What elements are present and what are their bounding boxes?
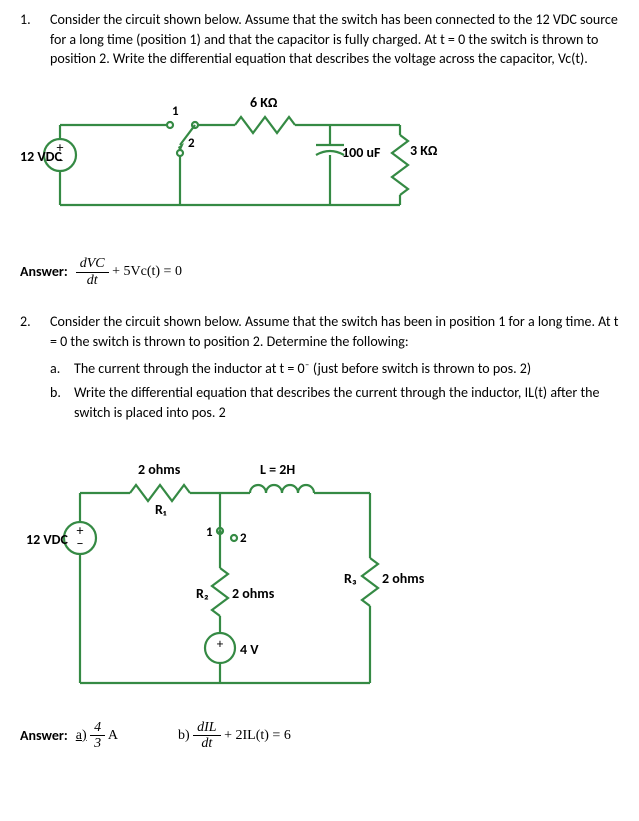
q2-text: Consider the circuit shown below. Assume… xyxy=(50,312,619,351)
svg-text:6 KΩ: 6 KΩ xyxy=(250,94,278,111)
q1-answer: Answer: dVC dt + 5Vc(t) = 0 xyxy=(20,256,619,288)
q2-sub-b: b. Write the differential equation that … xyxy=(50,383,619,422)
svg-text:L = 2H: L = 2H xyxy=(260,461,295,478)
question-1: 1. Consider the circuit shown below. Ass… xyxy=(20,10,619,69)
q2-answer-b: b) dIL dt + 2IL(t) = 6 xyxy=(178,720,291,752)
q2-answer-a: a) 4 3 A xyxy=(76,720,118,752)
q1-text: Consider the circuit shown below. Assume… xyxy=(50,10,619,69)
q1-answer-eq: dVC dt + 5Vc(t) = 0 xyxy=(76,256,182,288)
q2-answer: Answer: a) 4 3 A b) dIL dt + 2IL(t) = 6 xyxy=(20,720,619,752)
svg-text:R₂: R₂ xyxy=(196,585,209,602)
svg-text:1: 1 xyxy=(172,104,179,119)
svg-text:3 KΩ: 3 KΩ xyxy=(410,142,438,159)
svg-text:100 uF: 100 uF xyxy=(342,144,381,161)
svg-text:4 V: 4 V xyxy=(240,641,259,658)
q2-number: 2. xyxy=(20,312,50,351)
svg-text:2 ohms: 2 ohms xyxy=(382,570,425,587)
svg-text:−: − xyxy=(77,535,84,552)
answer-label: Answer: xyxy=(20,726,68,746)
svg-text:12 VDC: 12 VDC xyxy=(20,148,62,165)
q1-circuit: + − 12 VDC 1 2 6 KΩ 100 uF 3 KΩ xyxy=(20,85,619,241)
svg-text:2 ohms: 2 ohms xyxy=(138,461,181,478)
svg-text:2 ohms: 2 ohms xyxy=(232,585,275,602)
svg-text:R₃: R₃ xyxy=(344,570,357,587)
q2-sub-a: a. The current through the inductor at t… xyxy=(50,359,619,379)
svg-text:+: + xyxy=(217,637,224,652)
answer-label: Answer: xyxy=(20,262,68,282)
question-2: 2. Consider the circuit shown below. Ass… xyxy=(20,312,619,351)
q2-circuit: + − 12 VDC 2 ohms R₁ L = 2H 1 2 R₂ 2 ohm… xyxy=(20,438,619,704)
svg-text:1: 1 xyxy=(206,525,213,540)
q1-number: 1. xyxy=(20,10,50,69)
svg-text:12 VDC: 12 VDC xyxy=(26,531,68,548)
svg-text:R₁: R₁ xyxy=(155,501,167,518)
svg-text:2: 2 xyxy=(188,136,195,151)
svg-text:2: 2 xyxy=(240,531,247,546)
